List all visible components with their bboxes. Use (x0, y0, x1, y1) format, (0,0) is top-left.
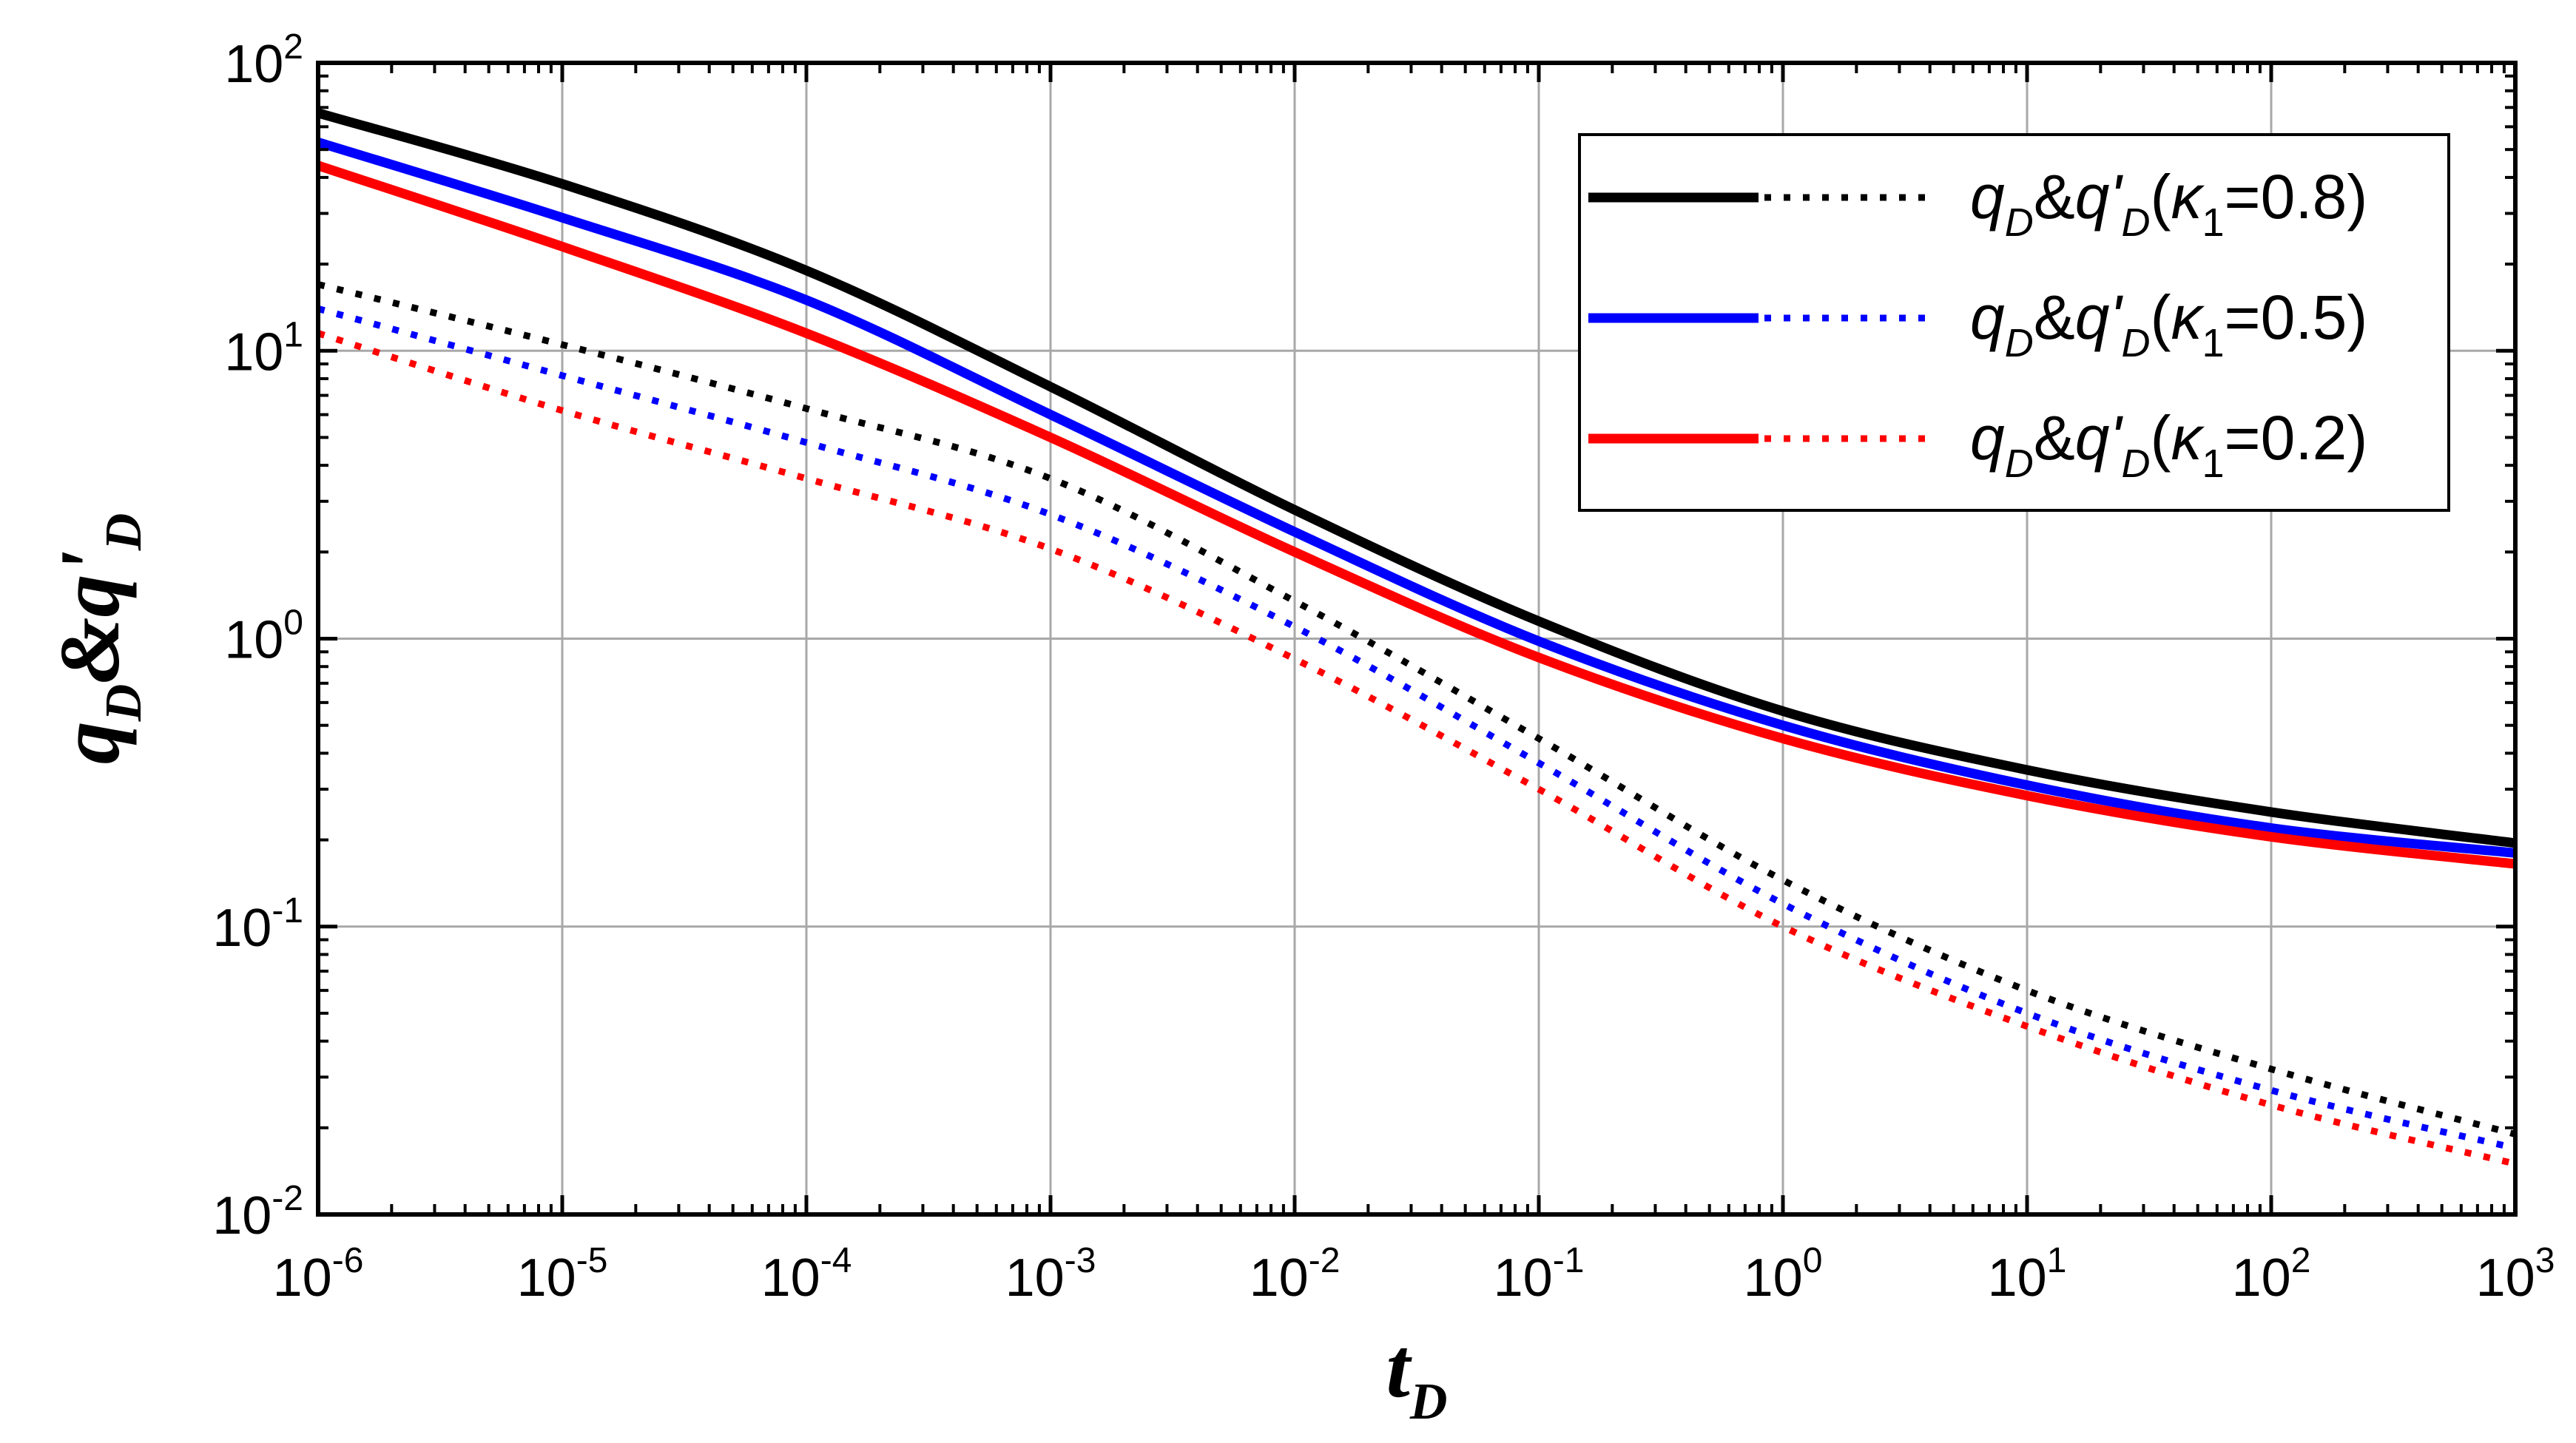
series-line-2 (316, 160, 2516, 869)
x-tick-label: 10-1 (1494, 1241, 1585, 1308)
y-tick-label: 10-1 (212, 891, 303, 958)
axis-ticks (316, 61, 2518, 1217)
series-line-0 (317, 108, 2516, 848)
x-tick-label: 101 (1988, 1241, 2067, 1308)
y-axis-title: qD&q'D (43, 513, 152, 765)
series-line-4 (317, 305, 2517, 1152)
y-tick-label: 10-2 (212, 1179, 303, 1246)
series-group (316, 108, 2517, 1167)
y-tick-label: 100 (224, 604, 303, 670)
x-tick-label: 100 (1744, 1241, 1823, 1308)
legend-label: qD&q'D(κ1=0.5) (1970, 283, 2367, 365)
x-tick-label: 10-4 (761, 1241, 852, 1308)
series-line-1 (317, 138, 2516, 858)
y-tick-label: 102 (224, 27, 303, 94)
x-tick-label: 102 (2232, 1241, 2311, 1308)
x-axis-title: tD (1386, 1321, 1448, 1430)
series-line-3 (317, 281, 2517, 1138)
legend: qD&q'D(κ1=0.8) qD&q'D(κ1=0.5) qD&q'D(κ1=0.… (1578, 133, 2450, 512)
x-tick-label: 10-6 (273, 1241, 364, 1308)
tick-labels: 10-6 10-5 10-4 10-3 10-2 10-1 100 101 102 103 10-2… (212, 27, 2555, 1308)
series-line-5 (317, 330, 2517, 1167)
x-tick-label: 10-2 (1250, 1241, 1341, 1308)
x-tick-label: 10-3 (1005, 1241, 1096, 1308)
legend-label: qD&q'D(κ1=0.2) (1970, 403, 2367, 486)
x-tick-label: 10-5 (517, 1241, 608, 1308)
x-tick-label: 103 (2476, 1241, 2555, 1308)
legend-label: qD&q'D(κ1=0.8) (1970, 162, 2367, 245)
y-tick-label: 101 (224, 315, 303, 382)
